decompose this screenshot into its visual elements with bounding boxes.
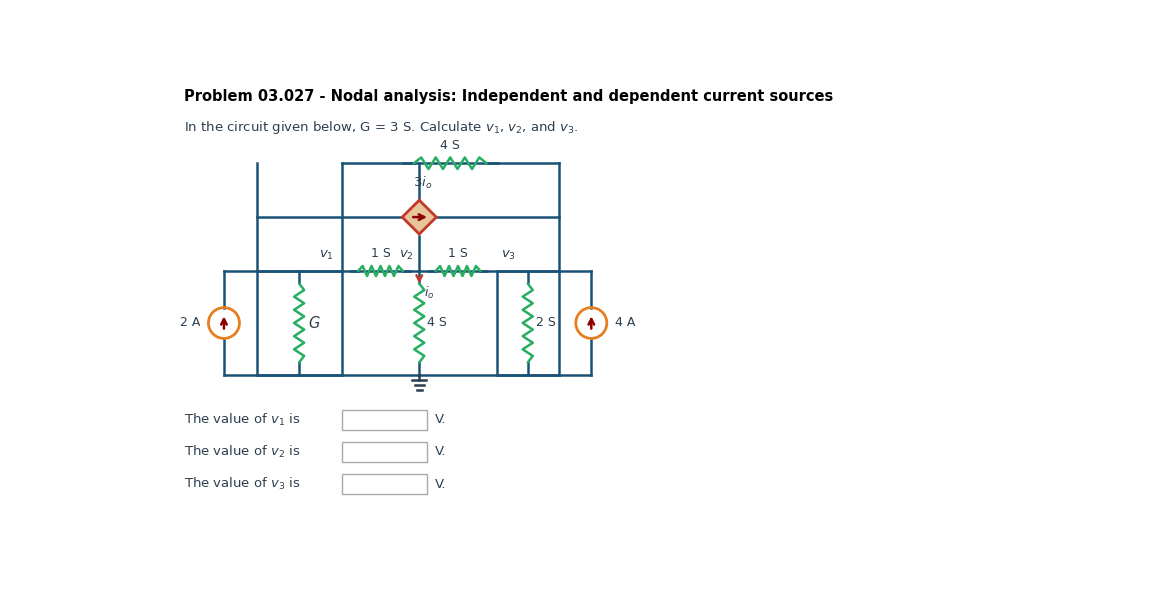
Text: 1 S: 1 S — [370, 247, 391, 260]
Text: $3i_o$: $3i_o$ — [413, 175, 432, 191]
FancyBboxPatch shape — [341, 475, 427, 494]
Text: $i_o$: $i_o$ — [424, 285, 435, 301]
Text: In the circuit given below, G = 3 S. Calculate $v_1$, $v_2$, and $v_3$.: In the circuit given below, G = 3 S. Cal… — [184, 119, 579, 136]
Text: 2 S: 2 S — [535, 317, 556, 329]
FancyBboxPatch shape — [341, 409, 427, 430]
Text: V.: V. — [435, 413, 446, 426]
Text: The value of $v_2$ is: The value of $v_2$ is — [184, 444, 301, 460]
Text: 2 A: 2 A — [180, 317, 201, 329]
Text: The value of $v_1$ is: The value of $v_1$ is — [184, 412, 301, 428]
Text: V.: V. — [435, 446, 446, 458]
FancyBboxPatch shape — [341, 442, 427, 462]
Text: 1 S: 1 S — [449, 247, 468, 260]
Text: The value of $v_3$ is: The value of $v_3$ is — [184, 476, 301, 493]
Text: V.: V. — [435, 478, 446, 491]
Polygon shape — [402, 200, 436, 234]
Text: 4 A: 4 A — [615, 317, 635, 329]
Text: $v_1$: $v_1$ — [319, 248, 334, 262]
Text: $G$: $G$ — [308, 315, 321, 331]
Text: $v_2$: $v_2$ — [399, 248, 414, 262]
Text: Problem 03.027 - Nodal analysis: Independent and dependent current sources: Problem 03.027 - Nodal analysis: Indepen… — [184, 89, 834, 104]
Text: 4 S: 4 S — [440, 139, 460, 153]
Text: $v_3$: $v_3$ — [500, 248, 515, 262]
Text: 4 S: 4 S — [427, 317, 447, 329]
